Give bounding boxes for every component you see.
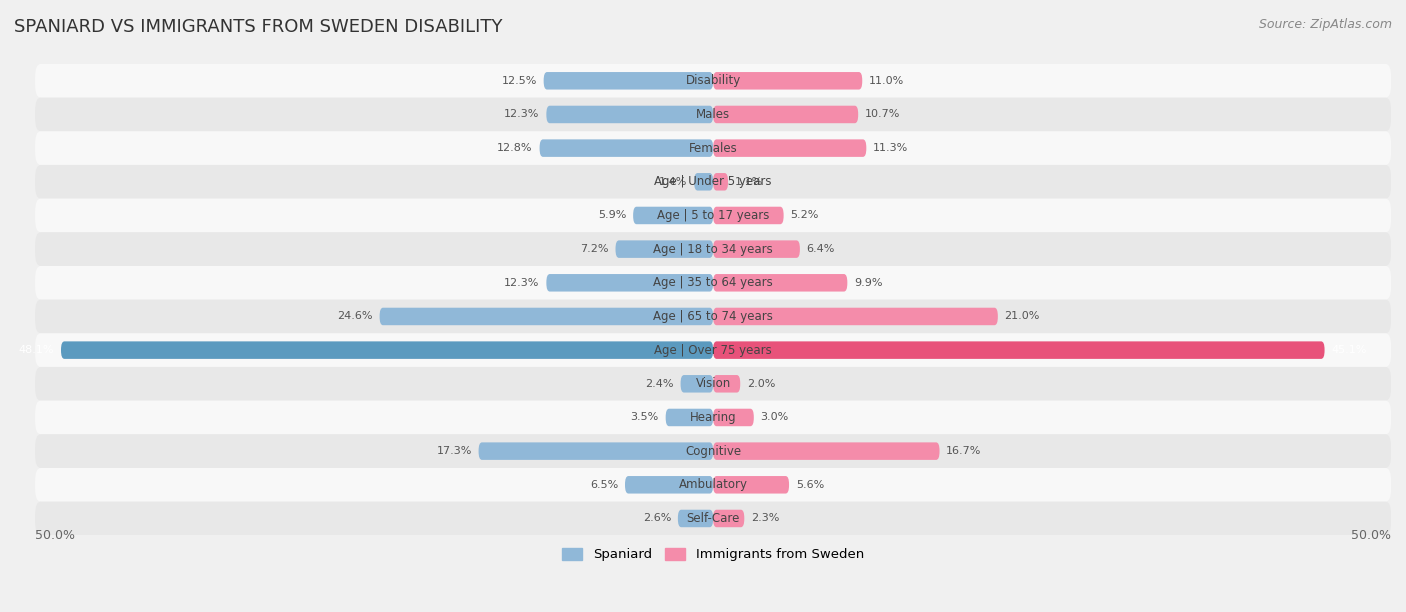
Text: Age | 65 to 74 years: Age | 65 to 74 years [654,310,773,323]
Text: 12.8%: 12.8% [498,143,533,153]
Text: 24.6%: 24.6% [337,312,373,321]
Text: 50.0%: 50.0% [1351,529,1391,542]
Text: 11.3%: 11.3% [873,143,908,153]
FancyBboxPatch shape [713,442,939,460]
FancyBboxPatch shape [681,375,713,392]
Text: Age | Over 75 years: Age | Over 75 years [654,343,772,357]
FancyBboxPatch shape [35,132,1391,165]
Text: 5.6%: 5.6% [796,480,824,490]
FancyBboxPatch shape [713,207,783,224]
Text: Source: ZipAtlas.com: Source: ZipAtlas.com [1258,18,1392,31]
Text: 5.9%: 5.9% [598,211,626,220]
Text: 2.4%: 2.4% [645,379,673,389]
Text: 2.0%: 2.0% [747,379,775,389]
FancyBboxPatch shape [713,241,800,258]
FancyBboxPatch shape [678,510,713,527]
FancyBboxPatch shape [633,207,713,224]
FancyBboxPatch shape [35,64,1391,98]
Text: 5.2%: 5.2% [790,211,818,220]
FancyBboxPatch shape [713,341,1324,359]
Text: Females: Females [689,141,738,155]
Text: 9.9%: 9.9% [853,278,883,288]
FancyBboxPatch shape [547,106,713,123]
Text: 2.3%: 2.3% [751,513,779,523]
FancyBboxPatch shape [35,300,1391,334]
FancyBboxPatch shape [35,98,1391,132]
Text: 3.0%: 3.0% [761,412,789,422]
Text: 11.0%: 11.0% [869,76,904,86]
FancyBboxPatch shape [713,173,728,190]
Text: Age | 18 to 34 years: Age | 18 to 34 years [654,242,773,256]
Text: Males: Males [696,108,730,121]
FancyBboxPatch shape [713,72,862,89]
Text: 10.7%: 10.7% [865,110,900,119]
Text: 3.5%: 3.5% [631,412,659,422]
FancyBboxPatch shape [547,274,713,291]
Text: 12.5%: 12.5% [502,76,537,86]
Text: 2.6%: 2.6% [643,513,671,523]
Text: 6.4%: 6.4% [807,244,835,254]
FancyBboxPatch shape [665,409,713,426]
Text: 7.2%: 7.2% [581,244,609,254]
Legend: Spaniard, Immigrants from Sweden: Spaniard, Immigrants from Sweden [557,542,869,567]
FancyBboxPatch shape [616,241,713,258]
FancyBboxPatch shape [713,140,866,157]
FancyBboxPatch shape [713,106,858,123]
Text: 1.1%: 1.1% [735,177,763,187]
FancyBboxPatch shape [478,442,713,460]
Text: Hearing: Hearing [690,411,737,424]
FancyBboxPatch shape [60,341,713,359]
Text: 16.7%: 16.7% [946,446,981,456]
Text: Self-Care: Self-Care [686,512,740,525]
Text: 17.3%: 17.3% [436,446,472,456]
Text: 48.1%: 48.1% [18,345,55,355]
Text: Age | Under 5 years: Age | Under 5 years [654,175,772,188]
FancyBboxPatch shape [713,308,998,325]
Text: 21.0%: 21.0% [1005,312,1040,321]
Text: Age | 5 to 17 years: Age | 5 to 17 years [657,209,769,222]
FancyBboxPatch shape [35,266,1391,300]
Text: Vision: Vision [696,377,731,390]
FancyBboxPatch shape [35,334,1391,367]
FancyBboxPatch shape [713,510,744,527]
FancyBboxPatch shape [713,409,754,426]
Text: 50.0%: 50.0% [35,529,76,542]
Text: 12.3%: 12.3% [505,278,540,288]
Text: 45.1%: 45.1% [1331,345,1367,355]
FancyBboxPatch shape [626,476,713,493]
Text: 1.4%: 1.4% [659,177,688,187]
FancyBboxPatch shape [695,173,713,190]
FancyBboxPatch shape [35,165,1391,199]
FancyBboxPatch shape [35,199,1391,233]
FancyBboxPatch shape [35,468,1391,502]
Text: Ambulatory: Ambulatory [679,479,748,491]
FancyBboxPatch shape [544,72,713,89]
Text: 12.3%: 12.3% [505,110,540,119]
FancyBboxPatch shape [35,367,1391,401]
FancyBboxPatch shape [713,476,789,493]
FancyBboxPatch shape [380,308,713,325]
FancyBboxPatch shape [713,375,740,392]
Text: Cognitive: Cognitive [685,445,741,458]
FancyBboxPatch shape [540,140,713,157]
Text: Disability: Disability [686,74,741,88]
FancyBboxPatch shape [35,401,1391,435]
FancyBboxPatch shape [713,274,848,291]
FancyBboxPatch shape [35,435,1391,468]
FancyBboxPatch shape [35,233,1391,266]
Text: Age | 35 to 64 years: Age | 35 to 64 years [654,276,773,289]
Text: 6.5%: 6.5% [591,480,619,490]
Text: SPANIARD VS IMMIGRANTS FROM SWEDEN DISABILITY: SPANIARD VS IMMIGRANTS FROM SWEDEN DISAB… [14,18,502,36]
FancyBboxPatch shape [35,502,1391,536]
